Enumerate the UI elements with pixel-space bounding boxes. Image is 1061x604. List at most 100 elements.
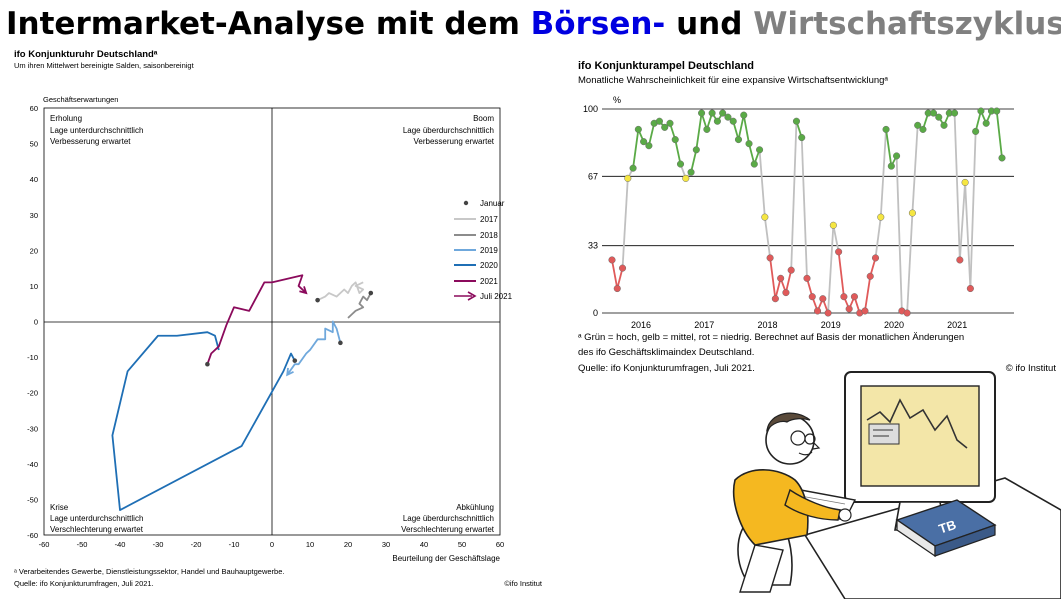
chart2-segment xyxy=(874,217,882,259)
konjunkturuhr-chart: ifo Konjunkturuhr Deutschlandᵃ Um ihren … xyxy=(8,48,548,594)
chart2-point xyxy=(956,256,964,264)
konjunkturampel-chart: ifo Konjunkturampel Deutschland Monatlic… xyxy=(570,54,1061,384)
chart2-point xyxy=(845,305,853,313)
chart2-segment xyxy=(632,129,640,169)
chart1-subtitle: Um ihren Mittelwert bereinigte Salden, s… xyxy=(14,61,195,70)
legend-label-2018: 2018 xyxy=(480,231,498,240)
chart1-xtick-label: 0 xyxy=(270,540,274,549)
chart2-point xyxy=(893,152,901,160)
chart1-ytick-label: 20 xyxy=(30,246,38,255)
chart2-point xyxy=(782,289,790,297)
chart2-ytick-label: 100 xyxy=(583,104,598,114)
chart2-point xyxy=(792,117,801,125)
chart1-ytick-label: -60 xyxy=(27,531,38,540)
quadrant-krise-line1: Lage unterdurchschnittlich xyxy=(50,514,143,523)
chart2-point xyxy=(787,266,795,274)
chart2-title: ifo Konjunkturampel Deutschland xyxy=(578,60,754,72)
chart1-copyright: ©ifo Institut xyxy=(504,579,543,588)
chart2-segment xyxy=(769,257,777,299)
cartoon-illustration: TB xyxy=(695,360,1061,600)
cartoon-svg: TB xyxy=(732,371,1061,600)
chart2-segment xyxy=(648,123,656,146)
chart2-point xyxy=(887,162,895,170)
chart2-point xyxy=(914,121,922,129)
chart2-series-line xyxy=(611,110,1003,314)
konjunkturuhr-svg: ifo Konjunkturuhr Deutschlandᵃ Um ihren … xyxy=(14,49,543,588)
chart2-point xyxy=(724,113,732,121)
chart1-xtick-label: 60 xyxy=(496,540,504,549)
chart2-point xyxy=(777,274,785,282)
chart2-point xyxy=(835,248,843,256)
slide-title: Intermarket-Analyse mit dem Börsen- und … xyxy=(6,2,1061,46)
chart2-point xyxy=(771,295,779,303)
chart2-point xyxy=(666,119,674,127)
konjunkturampel-svg: ifo Konjunkturampel Deutschland Monatlic… xyxy=(578,60,1057,374)
chart2-ytick-label: 33 xyxy=(588,241,598,251)
chart2-point xyxy=(982,119,990,127)
chart2-copyright: © ifo Institut xyxy=(1006,363,1057,374)
chart2-point xyxy=(676,160,685,168)
chart2-segment xyxy=(621,178,629,269)
chart2-segment xyxy=(763,217,772,259)
chart2-segment xyxy=(737,114,745,140)
chart1-ytick-label: 50 xyxy=(30,140,38,149)
chart2-point xyxy=(919,125,927,133)
chart1-series-2017 xyxy=(317,281,365,301)
chart1-ytick-label: -30 xyxy=(27,424,38,433)
screen-chart-icon xyxy=(866,398,968,449)
chart2-segment xyxy=(695,112,703,150)
chart1-xtick-label: 30 xyxy=(382,540,390,549)
chart1-ytick-label: 40 xyxy=(30,175,38,184)
title-part-1: Intermarket-Analyse mit dem xyxy=(6,6,531,42)
legend-label-2017: 2017 xyxy=(480,215,498,224)
chart2-point xyxy=(903,309,911,317)
chart1-january-point-2018 xyxy=(368,290,374,296)
legend-label-2019: 2019 xyxy=(480,246,498,255)
chart2-xtick-label: 2018 xyxy=(757,320,777,330)
chart2-point xyxy=(624,174,632,182)
chart2-point xyxy=(929,109,938,117)
chart2-point xyxy=(708,109,716,117)
chart2-point xyxy=(608,256,616,264)
chart1-ytick-label: 30 xyxy=(30,211,38,220)
chart2-segment xyxy=(969,131,977,289)
chart1-xtick-label: -20 xyxy=(191,540,202,549)
quadrant-krise-line2: Verschlechterung erwartet xyxy=(50,525,144,534)
chart1-ytick-label: 10 xyxy=(30,282,38,291)
book-label: TB xyxy=(937,517,958,537)
chart1-january-point-2017 xyxy=(315,297,320,303)
chart2-subtitle: Monatliche Wahrscheinlichkeit für eine e… xyxy=(578,75,888,86)
chart2-footnote: ᵃ Grün = hoch, gelb = mittel, rot = nied… xyxy=(578,332,964,343)
chart1-legend: Januar 2017 2018 2019 2020 2021 Juli 202… xyxy=(454,199,513,301)
chart1-ytick-label: -20 xyxy=(27,389,38,398)
chart2-point xyxy=(866,272,874,280)
chart2-point xyxy=(645,142,653,150)
chart1-series-2019 xyxy=(286,320,342,376)
person-hand xyxy=(838,508,852,522)
chart2-point xyxy=(734,136,743,144)
chart1-ylabel: Geschäftserwartungen xyxy=(43,95,118,104)
quadrant-erholung-line2: Verbesserung erwartet xyxy=(50,137,131,146)
chart2-point xyxy=(908,209,916,217)
chart2-point xyxy=(871,254,880,262)
chart2-xtick-label: 2021 xyxy=(947,320,967,330)
screen-notepad-icon xyxy=(868,423,900,445)
legend-label-2020: 2020 xyxy=(480,261,498,270)
chart2-ytick-label: 0 xyxy=(593,308,598,318)
legend-january-label: Januar xyxy=(480,199,505,208)
chart2-point xyxy=(692,146,700,154)
chart2-point xyxy=(961,178,969,186)
chart2-point xyxy=(840,293,848,301)
chart2-point xyxy=(661,123,669,131)
person-arm xyxy=(784,488,841,521)
person-hair xyxy=(766,412,811,433)
chart2-y-ticks: 0 33 67 100 xyxy=(583,104,598,318)
chart2-point xyxy=(998,154,1006,162)
chart1-series-2021 xyxy=(206,274,307,365)
chart2-ylabel: % xyxy=(613,95,621,105)
chart2-ytick-label: 67 xyxy=(588,171,598,181)
chart1-title: ifo Konjunkturuhr Deutschlandᵃ xyxy=(14,49,158,60)
title-part-3: und xyxy=(665,6,754,42)
chart2-xtick-label: 2016 xyxy=(631,320,651,330)
chart1-ytick-label: 60 xyxy=(30,104,38,113)
